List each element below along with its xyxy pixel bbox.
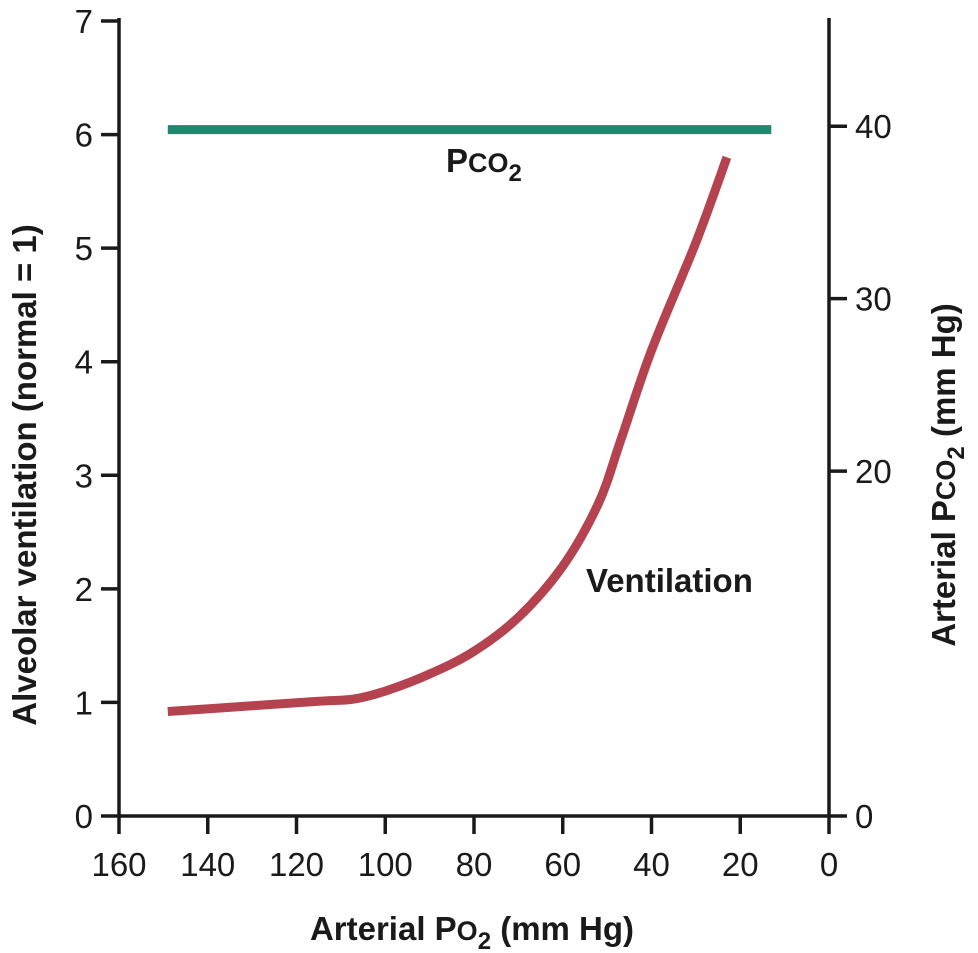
y-left-tick-label: 0 xyxy=(75,798,93,835)
y-left-tick-label: 3 xyxy=(75,457,93,494)
y-left-tick-label: 2 xyxy=(75,571,93,608)
x-tick-label: 40 xyxy=(633,846,670,883)
x-tick-label: 80 xyxy=(456,846,493,883)
x-tick-label: 140 xyxy=(180,846,235,883)
x-tick-label: 100 xyxy=(358,846,413,883)
y-left-tick-label: 1 xyxy=(75,684,93,721)
ventilation-line xyxy=(167,155,732,716)
y-left-tick-label: 6 xyxy=(75,117,93,154)
y-left-tick-label: 4 xyxy=(75,344,93,381)
y-left-tick-label: 5 xyxy=(75,230,93,267)
y-right-tick-label: 20 xyxy=(855,453,892,490)
x-tick-label: 0 xyxy=(820,846,838,883)
y-left-axis-title: Alveolar ventilation (normal = 1) xyxy=(6,224,43,726)
y-left-tick-label: 7 xyxy=(75,3,93,40)
series-group xyxy=(167,125,772,716)
y-right-tick-label: 0 xyxy=(855,798,873,835)
tick-labels: 0 1 2 3 4 5 6 7 0 20 30 40 160 140 120 100 80 60 40 20 0 xyxy=(75,3,892,883)
axes xyxy=(101,18,847,834)
x-tick-label: 20 xyxy=(722,846,759,883)
y-right-tick-label: 40 xyxy=(855,108,892,145)
y-right-axis-title: Arterial PCO2 (mm Hg) xyxy=(925,303,970,647)
x-axis-title: Arterial PO2 (mm Hg) xyxy=(310,910,634,953)
x-tick-label: 120 xyxy=(269,846,324,883)
x-tick-label: 60 xyxy=(544,846,581,883)
y-right-tick-label: 30 xyxy=(855,281,892,318)
pco2-series-label: PCO2 xyxy=(446,142,522,187)
ventilation-series-label: Ventilation xyxy=(586,562,753,599)
x-tick-label: 160 xyxy=(91,846,146,883)
